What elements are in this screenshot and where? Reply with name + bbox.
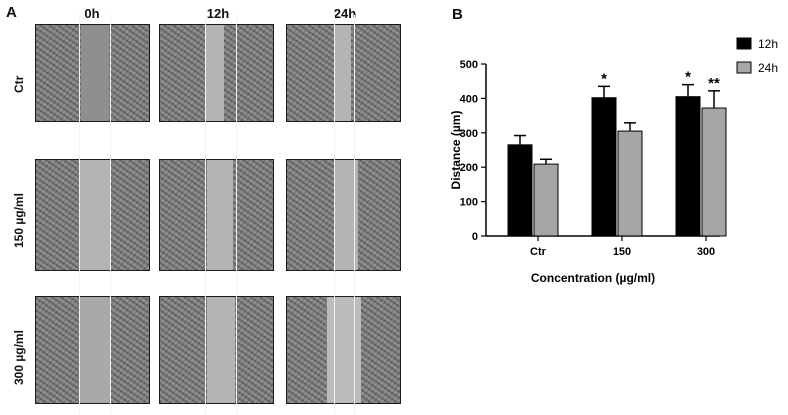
legend-label-24h: 24h — [758, 61, 778, 75]
column-header-0h: 0h — [84, 6, 100, 21]
micrograph-ctr-24h — [286, 24, 401, 122]
micrograph-150-24h — [286, 159, 401, 271]
x-tick-label: 300 — [697, 246, 715, 258]
bar-24h-150 — [617, 130, 643, 237]
y-tick-label: 100 — [460, 197, 478, 209]
y-tick-label: 500 — [460, 59, 478, 71]
guide-line — [79, 15, 80, 415]
micrograph-ctr-0h — [35, 24, 150, 122]
guide-line — [354, 15, 355, 415]
significance-mark: ** — [708, 75, 720, 92]
bar-24h-300 — [701, 107, 727, 237]
y-tick-label: 400 — [460, 93, 478, 105]
x-tick-label: Ctr — [530, 246, 547, 258]
micrograph-ctr-12h — [159, 24, 274, 122]
micrograph-300-24h — [286, 296, 401, 404]
legend-swatch-24h — [736, 61, 752, 74]
guide-line — [236, 15, 237, 415]
x-tick-label: 150 — [613, 246, 631, 258]
micrograph-150-0h — [35, 159, 150, 271]
column-header-12h: 12h — [206, 6, 230, 21]
x-axis-title: Concentration (µg/ml) — [531, 271, 655, 285]
y-tick-label: 200 — [460, 162, 478, 174]
micrograph-300-0h — [35, 296, 150, 404]
bar-12h-Ctr — [507, 144, 533, 237]
y-tick-label: 0 — [472, 231, 478, 243]
micrograph-150-12h — [159, 159, 274, 271]
significance-mark: * — [685, 69, 691, 86]
panel-a-label: A — [6, 4, 17, 21]
panel-b-label: B — [452, 6, 463, 23]
guide-line — [334, 15, 335, 415]
column-header-24h: 24h — [333, 6, 357, 21]
bar-12h-300 — [675, 96, 701, 237]
y-tick-label: 300 — [460, 128, 478, 140]
significance-mark: * — [601, 70, 607, 87]
legend-swatch-12h — [736, 37, 752, 50]
guide-line — [110, 15, 111, 415]
y-axis-title: Distance (µm) — [449, 111, 463, 190]
bar-12h-150 — [591, 97, 617, 237]
micrograph-300-12h — [159, 296, 274, 404]
guide-line — [205, 15, 206, 415]
legend-label-12h: 12h — [758, 37, 778, 51]
bar-24h-Ctr — [533, 163, 559, 237]
